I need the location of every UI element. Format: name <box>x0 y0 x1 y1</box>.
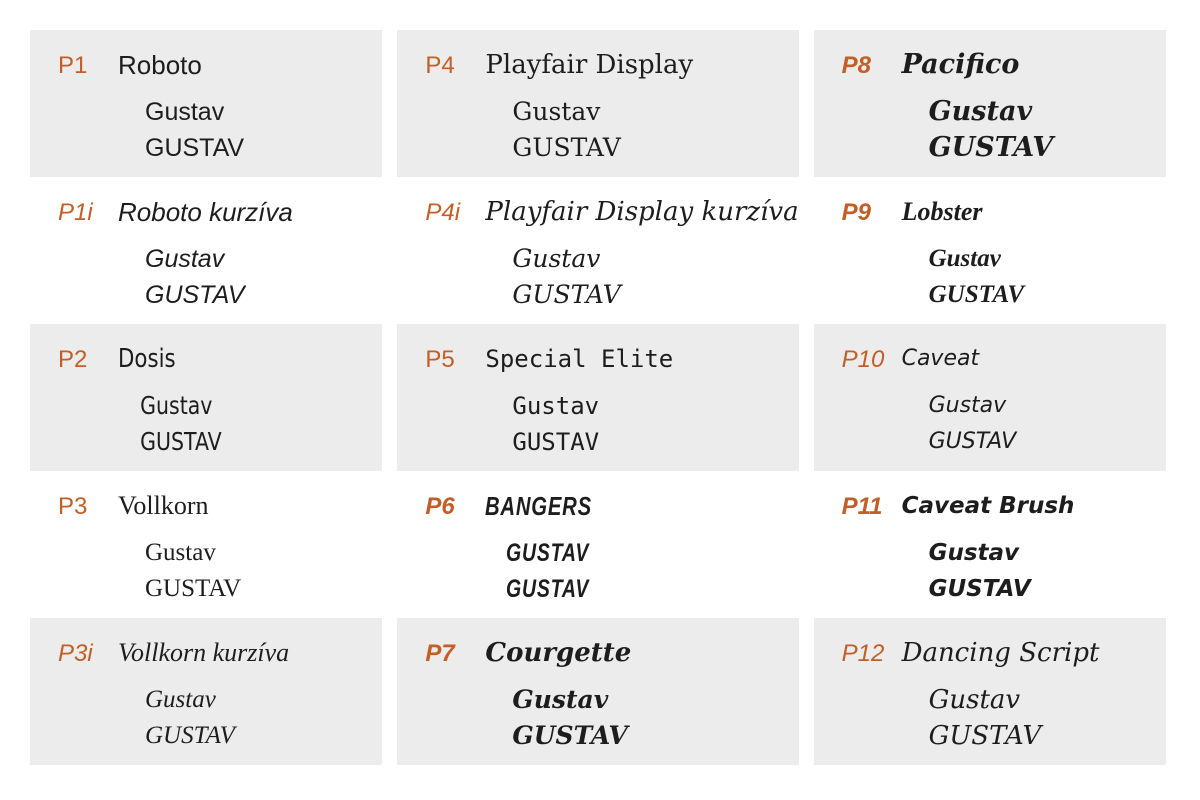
sample-upper-case: GUSTAV <box>145 722 235 749</box>
font-card-body: Caveat Brush Gustav GUSTAV <box>902 491 1166 607</box>
sample-upper-case: GUSTAV <box>928 721 1042 751</box>
sample-upper-case: GUSTAV <box>512 721 628 750</box>
font-card: P1i Roboto kurzíva Gustav GUSTAV <box>30 177 382 324</box>
font-name: Pacifico <box>901 49 1020 80</box>
specimen-grid: P1 Roboto Gustav GUSTAV P1i Roboto kurzí… <box>30 30 1166 765</box>
sample-upper-case: GUSTAV <box>928 576 1031 602</box>
font-card-body: Courgette Gustav GUSTAV <box>485 638 798 754</box>
font-card-id: P6 <box>425 493 455 520</box>
font-card-body: Playfair Display Gustav GUSTAV <box>485 50 798 166</box>
sample-mixed-case: Gustav <box>145 686 216 713</box>
font-card: P12 Dancing Script Gustav GUSTAV <box>813 618 1166 765</box>
specimen-column: P1 Roboto Gustav GUSTAV P1i Roboto kurzí… <box>30 30 383 765</box>
sample-upper-case: GUSTAV <box>512 428 600 456</box>
font-card: P9 Lobster Gustav GUSTAV <box>814 177 1166 324</box>
font-name: Dancing Script <box>901 638 1100 668</box>
font-card-body: Pacifico Gustav GUSTAV <box>902 50 1166 166</box>
font-card-body: Special Elite Gustav GUSTAV <box>485 344 798 460</box>
font-card-id: P11 <box>841 493 883 520</box>
sample-mixed-case: Gustav <box>928 393 1007 418</box>
font-card-body: Caveat Gustav GUSTAV <box>902 344 1166 460</box>
font-card-id: P10 <box>841 346 885 373</box>
specimen-column: P4 Playfair Display Gustav GUSTAV P4i Pl… <box>397 30 799 765</box>
sample-mixed-case: Gustav <box>928 540 1020 566</box>
sample-upper-case: GUSTAV <box>512 280 621 309</box>
font-card-body: Dancing Script Gustav GUSTAV <box>902 638 1166 754</box>
font-card-id: P7 <box>425 640 455 667</box>
font-card: P1 Roboto Gustav GUSTAV <box>30 30 383 177</box>
sample-mixed-case: Gustav <box>140 391 213 420</box>
font-card-id: P3 <box>58 493 88 520</box>
sample-upper-case: GUSTAV <box>145 134 245 162</box>
sample-mixed-case: Gustav <box>145 539 216 566</box>
font-name: Vollkorn <box>118 491 209 520</box>
sample-mixed-case: Gustav <box>928 685 1021 715</box>
font-card-id: P9 <box>841 199 871 226</box>
font-card-id: P4i <box>425 199 461 226</box>
font-name: Playfair Display kurzíva <box>485 197 799 227</box>
font-card-body: Dosis Gustav GUSTAV <box>118 344 335 460</box>
font-card-body: Lobster Gustav GUSTAV <box>902 197 1166 313</box>
font-name: Caveat Brush <box>901 493 1075 519</box>
sample-mixed-case: Gustav <box>145 245 225 273</box>
font-card-id: P1i <box>58 199 93 226</box>
font-name: Roboto <box>118 50 202 80</box>
font-card-body: Vollkorn Gustav GUSTAV <box>118 491 382 607</box>
sample-mixed-case: Gustav <box>928 96 1033 127</box>
font-card: P11 Caveat Brush Gustav GUSTAV <box>814 471 1166 618</box>
font-card-body: Playfair Display kurzíva Gustav GUSTAV <box>485 197 798 313</box>
font-card-body: Roboto kurzíva Gustav GUSTAV <box>118 197 382 313</box>
font-card: P3 Vollkorn Gustav GUSTAV <box>30 471 382 618</box>
font-name: Lobster <box>901 197 983 226</box>
font-name: Dosis <box>118 344 176 374</box>
font-name: Roboto kurzíva <box>118 197 293 227</box>
sample-mixed-case: Gustav <box>512 97 601 126</box>
sample-mixed-case: Gustav <box>512 244 601 273</box>
sample-mixed-case: Gustav <box>145 98 225 126</box>
font-name: Vollkorn kurzíva <box>118 638 290 667</box>
font-card: P8 Pacifico Gustav GUSTAV <box>813 30 1166 177</box>
font-card: P10 Caveat Gustav GUSTAV <box>813 324 1166 471</box>
font-card: P5 Special Elite Gustav GUSTAV <box>397 324 799 471</box>
font-name: Caveat <box>901 346 980 371</box>
sample-mixed-case: Gustav <box>928 245 1001 272</box>
font-card-body: Roboto Gustav GUSTAV <box>118 50 382 166</box>
specimen-column: P8 Pacifico Gustav GUSTAV P9 Lobster Gus… <box>813 30 1166 765</box>
sample-upper-case: GUSTAV <box>928 132 1054 163</box>
font-card-body: BANGERS GUSTAV GUSTAV <box>485 491 729 607</box>
font-name: BANGERS <box>485 491 593 521</box>
font-card-id: P1 <box>58 52 88 79</box>
font-name: Playfair Display <box>485 50 694 80</box>
sample-upper-case: GUSTAV <box>512 133 621 162</box>
font-card-id: P12 <box>841 640 885 667</box>
font-name: Special Elite <box>485 345 674 373</box>
sample-mixed-case: Gustav <box>512 685 609 714</box>
sample-upper-case: GUSTAV <box>145 281 245 309</box>
sample-upper-case: GUSTAV <box>928 281 1024 308</box>
font-card: P6 BANGERS GUSTAV GUSTAV <box>397 471 798 618</box>
font-card-id: P8 <box>841 52 871 79</box>
sample-upper-case: GUSTAV <box>506 575 590 603</box>
sample-mixed-case: GUSTAV <box>506 539 590 567</box>
sample-upper-case: GUSTAV <box>145 575 242 602</box>
sample-upper-case: GUSTAV <box>928 429 1017 454</box>
font-name: Courgette <box>485 638 632 668</box>
font-card-id: P2 <box>58 346 88 373</box>
font-card: P4 Playfair Display Gustav GUSTAV <box>397 30 799 177</box>
font-card: P3i Vollkorn kurzíva Gustav GUSTAV <box>30 618 383 765</box>
font-card: P4i Playfair Display kurzíva Gustav GUST… <box>397 177 798 324</box>
font-card: P2 Dosis Gustav GUSTAV <box>30 324 383 471</box>
sample-upper-case: GUSTAV <box>140 427 222 456</box>
sample-mixed-case: Gustav <box>512 392 600 420</box>
font-card-id: P4 <box>425 52 455 79</box>
font-card-id: P5 <box>425 346 455 373</box>
font-card-body: Vollkorn kurzíva Gustav GUSTAV <box>118 638 382 754</box>
font-card: P7 Courgette Gustav GUSTAV <box>397 618 799 765</box>
font-card-id: P3i <box>58 640 93 667</box>
